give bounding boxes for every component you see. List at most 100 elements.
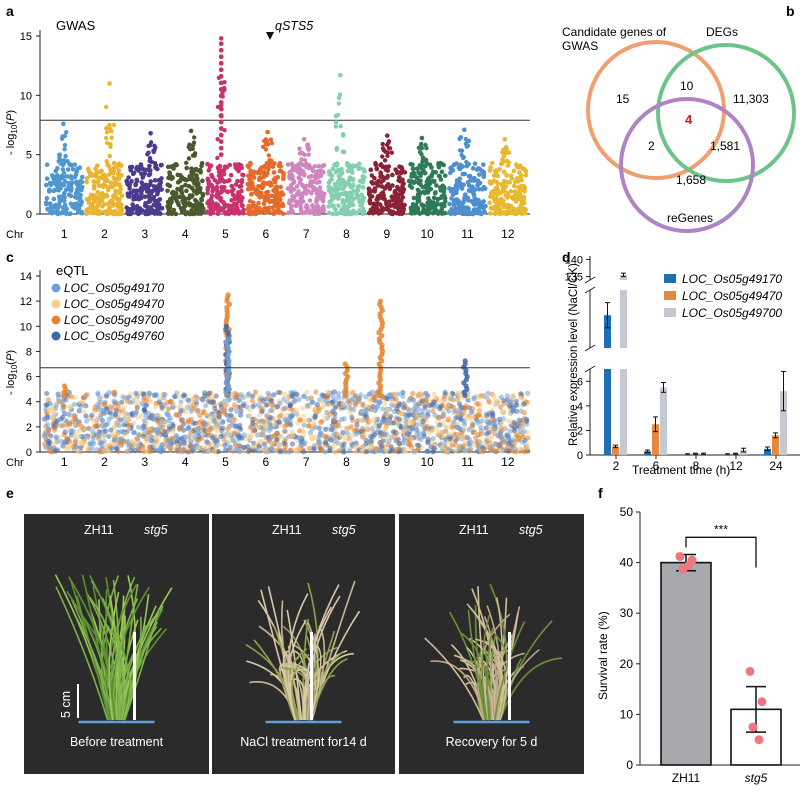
- gwas-point: [373, 180, 379, 186]
- eqtl-point: [332, 398, 338, 404]
- gwas-point: [382, 158, 388, 163]
- gwas-point: [326, 210, 332, 216]
- gwas-point: [357, 208, 362, 213]
- eqtl-point: [193, 397, 199, 403]
- gwas-point: [430, 169, 436, 175]
- eqtl-point: [186, 434, 192, 440]
- eqtl-point: [419, 398, 426, 404]
- gwas-point: [494, 186, 500, 191]
- eqtl-point: [328, 426, 335, 433]
- eqtl-point: [76, 428, 82, 434]
- eqtl-point: [305, 423, 312, 429]
- eqtl-point: [249, 424, 255, 430]
- chr-label-a: 4: [182, 227, 189, 241]
- gwas-point: [62, 190, 67, 196]
- eqtl-point: [107, 410, 113, 416]
- gwas-point: [410, 201, 416, 207]
- eqtl-point: [506, 441, 512, 447]
- gwas-point: [489, 160, 495, 166]
- eqtl-point: [256, 424, 262, 431]
- gwas-point: [309, 173, 314, 179]
- eqtl-point: [347, 438, 353, 444]
- gwas-point: [181, 200, 187, 206]
- plant-leaf: [69, 579, 110, 721]
- gwas-point: [427, 175, 432, 180]
- gwas-point: [151, 149, 156, 155]
- gwas-point: [155, 189, 161, 195]
- gwas-point: [394, 204, 400, 210]
- gwas-point: [305, 188, 311, 194]
- gwas-point: [88, 205, 93, 210]
- gwas-point: [215, 190, 220, 196]
- eqtl-point: [178, 408, 184, 414]
- gwas-point: [320, 198, 326, 203]
- gwas-point: [66, 184, 71, 190]
- gwas-point: [487, 179, 493, 184]
- gwas-point: [256, 177, 262, 183]
- gwas-point: [408, 161, 414, 167]
- gwas-point: [91, 186, 97, 191]
- eqtl-point: [354, 422, 360, 428]
- eqtl-point: [91, 419, 97, 425]
- gwas-point: [228, 172, 234, 178]
- plant-leaf: [55, 586, 109, 721]
- eqtl-point: [65, 411, 72, 417]
- eqtl-point: [68, 394, 75, 400]
- panel-b-venn: b Candidate genes of GWAS DEGs reGenes 1…: [562, 3, 796, 233]
- gwas-point: [499, 160, 505, 165]
- eqtl-point: [50, 440, 57, 446]
- eqtl-point: [446, 408, 452, 414]
- bar-d-lower: [620, 369, 627, 455]
- eqtl-point: [256, 448, 262, 454]
- gwas-point: [258, 166, 263, 172]
- eqtl-peak-point: [462, 358, 468, 364]
- eqtl-point: [250, 444, 257, 450]
- gwas-point: [53, 202, 58, 208]
- gwas-point: [280, 211, 286, 216]
- eqtl-point: [112, 441, 118, 448]
- gwas-point: [147, 156, 153, 161]
- eqtl-point: [344, 425, 350, 431]
- gwas-point: [63, 153, 68, 159]
- venn-label-gwas-2: GWAS: [562, 39, 598, 53]
- gwas-point: [509, 210, 514, 216]
- gwas-point: [396, 178, 401, 183]
- plant-leaf: [468, 605, 503, 721]
- eqtl-point: [316, 433, 323, 439]
- eqtl-point: [385, 407, 391, 413]
- eqtl-point: [71, 433, 77, 439]
- eqtl-point: [327, 412, 333, 418]
- gwas-point: [97, 198, 102, 203]
- eqtl-point: [66, 404, 73, 410]
- gwas-point: [271, 170, 277, 175]
- eqtl-point: [431, 399, 438, 405]
- eqtl-point: [501, 397, 507, 404]
- eqtl-point: [331, 431, 337, 437]
- eqtl-point: [352, 402, 358, 408]
- venn-count-gwas-degs: 10: [680, 79, 694, 93]
- eqtl-point: [233, 446, 239, 452]
- eqtl-point: [481, 393, 487, 399]
- eqtl-point: [300, 429, 307, 435]
- eqtl-point: [154, 412, 160, 419]
- gwas-point: [497, 202, 502, 207]
- gwas-point: [148, 191, 154, 196]
- eqtl-point: [331, 417, 337, 423]
- eqtl-point: [287, 403, 293, 409]
- eqtl-point: [499, 421, 505, 427]
- gwas-point: [265, 170, 270, 176]
- eqtl-point: [468, 439, 474, 445]
- gwas-point: [449, 196, 454, 201]
- venn-count-gwas-regenes: 2: [648, 139, 655, 153]
- eqtl-point: [78, 424, 85, 430]
- eqtl-point: [323, 393, 329, 399]
- gwas-point: [194, 177, 200, 183]
- gwas-point: [211, 186, 216, 191]
- gwas-point: [334, 211, 340, 217]
- eqtl-point: [316, 425, 322, 431]
- eqtl-point: [451, 409, 457, 415]
- gwas-point: [215, 137, 220, 142]
- legend-label-c: LOC_Os05g49700: [64, 313, 164, 327]
